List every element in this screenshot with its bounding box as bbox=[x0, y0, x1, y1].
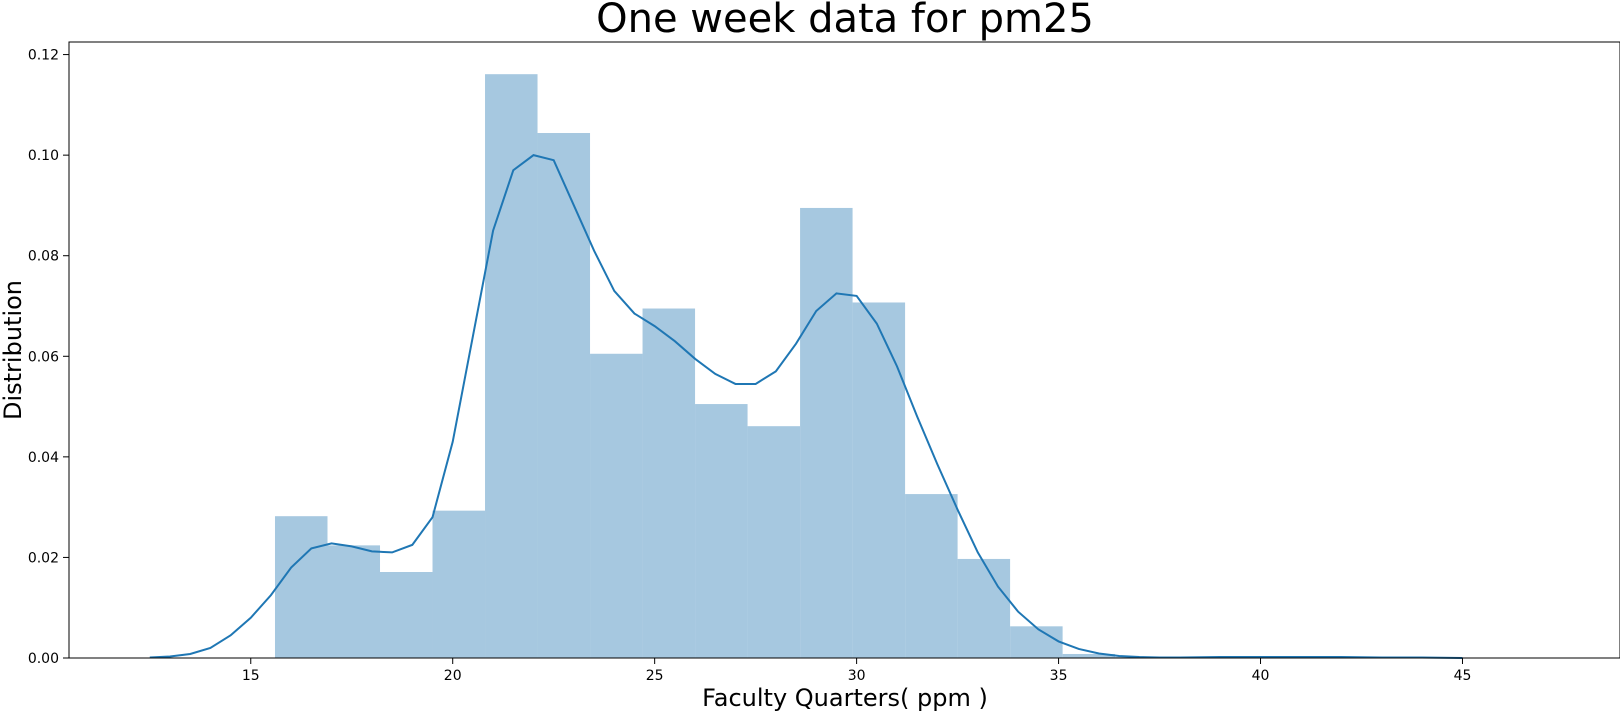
histogram-bar bbox=[590, 353, 643, 658]
x-tick-label: 45 bbox=[1454, 668, 1472, 684]
kde-curve-layer bbox=[149, 154, 1463, 659]
plot-frame bbox=[68, 41, 1620, 659]
y-axis-label: Distribution bbox=[0, 280, 27, 420]
x-tick-label: 40 bbox=[1252, 668, 1270, 684]
y-tick-label: 0.10 bbox=[28, 148, 59, 164]
chart-title: One week data for pm25 bbox=[596, 0, 1094, 42]
histogram-bar bbox=[905, 494, 958, 658]
y-axis-ticks: 0.00 0.02 0.04 0.06 0.08 0.10 0.12 bbox=[28, 48, 69, 667]
y-tick-label: 0.00 bbox=[28, 651, 59, 667]
y-tick-label: 0.04 bbox=[28, 450, 59, 466]
histogram-bar bbox=[380, 572, 433, 658]
kde-curve bbox=[149, 154, 1463, 659]
histogram-bar bbox=[1010, 626, 1063, 658]
histogram-bar bbox=[957, 558, 1011, 658]
histogram-bar bbox=[747, 426, 801, 658]
histogram-bar bbox=[485, 74, 538, 658]
x-tick-label: 15 bbox=[242, 668, 260, 684]
y-tick-label: 0.08 bbox=[28, 249, 59, 265]
x-tick-label: 25 bbox=[646, 668, 664, 684]
histogram-bar bbox=[1062, 653, 1116, 658]
x-tick-label: 20 bbox=[444, 668, 462, 684]
histogram-bar bbox=[695, 404, 748, 658]
x-tick-label: 35 bbox=[1050, 668, 1068, 684]
histogram-bar bbox=[642, 308, 696, 658]
x-axis-ticks: 15 20 25 30 35 40 45 bbox=[242, 658, 1472, 684]
x-axis-label: Faculty Quarters( ppm ) bbox=[702, 684, 988, 711]
y-tick-label: 0.12 bbox=[28, 48, 59, 64]
histogram-bar bbox=[800, 207, 853, 658]
y-tick-label: 0.06 bbox=[28, 349, 59, 365]
y-tick-label: 0.02 bbox=[28, 550, 59, 566]
histogram-bar bbox=[852, 302, 906, 658]
histogram-bar bbox=[537, 133, 591, 658]
histogram-bar bbox=[432, 510, 486, 658]
histogram-bars bbox=[274, 74, 1378, 658]
histogram-bar bbox=[274, 516, 328, 658]
histogram-bar bbox=[327, 545, 381, 658]
x-tick-label: 30 bbox=[848, 668, 866, 684]
